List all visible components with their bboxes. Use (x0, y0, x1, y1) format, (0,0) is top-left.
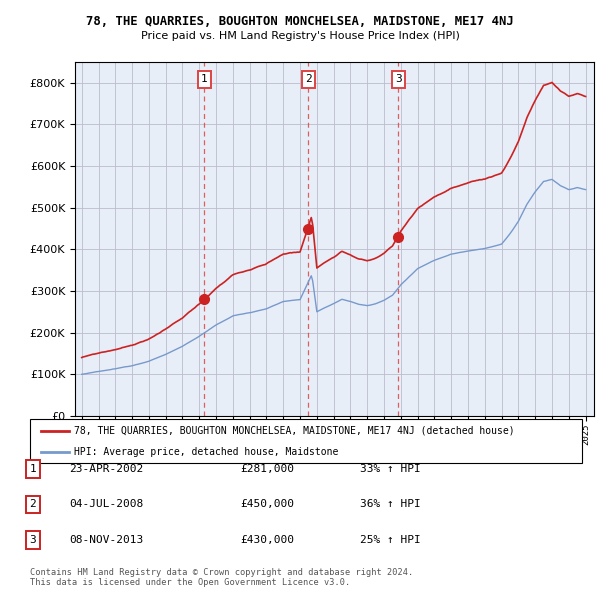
Text: 2: 2 (305, 74, 312, 84)
Text: 23-APR-2002: 23-APR-2002 (69, 464, 143, 474)
Text: 78, THE QUARRIES, BOUGHTON MONCHELSEA, MAIDSTONE, ME17 4NJ (detached house): 78, THE QUARRIES, BOUGHTON MONCHELSEA, M… (74, 426, 515, 436)
Text: Contains HM Land Registry data © Crown copyright and database right 2024.: Contains HM Land Registry data © Crown c… (30, 568, 413, 577)
Text: 08-NOV-2013: 08-NOV-2013 (69, 535, 143, 545)
Text: 33% ↑ HPI: 33% ↑ HPI (360, 464, 421, 474)
Text: 25% ↑ HPI: 25% ↑ HPI (360, 535, 421, 545)
Text: £450,000: £450,000 (240, 500, 294, 509)
Text: 1: 1 (29, 464, 37, 474)
Text: 1: 1 (201, 74, 208, 84)
Text: 3: 3 (29, 535, 37, 545)
Text: 36% ↑ HPI: 36% ↑ HPI (360, 500, 421, 509)
Text: Price paid vs. HM Land Registry's House Price Index (HPI): Price paid vs. HM Land Registry's House … (140, 31, 460, 41)
Text: 2: 2 (29, 500, 37, 509)
Text: £430,000: £430,000 (240, 535, 294, 545)
Text: £281,000: £281,000 (240, 464, 294, 474)
Text: 3: 3 (395, 74, 402, 84)
Text: 78, THE QUARRIES, BOUGHTON MONCHELSEA, MAIDSTONE, ME17 4NJ: 78, THE QUARRIES, BOUGHTON MONCHELSEA, M… (86, 15, 514, 28)
Text: 04-JUL-2008: 04-JUL-2008 (69, 500, 143, 509)
Text: HPI: Average price, detached house, Maidstone: HPI: Average price, detached house, Maid… (74, 447, 338, 457)
FancyBboxPatch shape (30, 419, 582, 463)
Text: This data is licensed under the Open Government Licence v3.0.: This data is licensed under the Open Gov… (30, 578, 350, 587)
